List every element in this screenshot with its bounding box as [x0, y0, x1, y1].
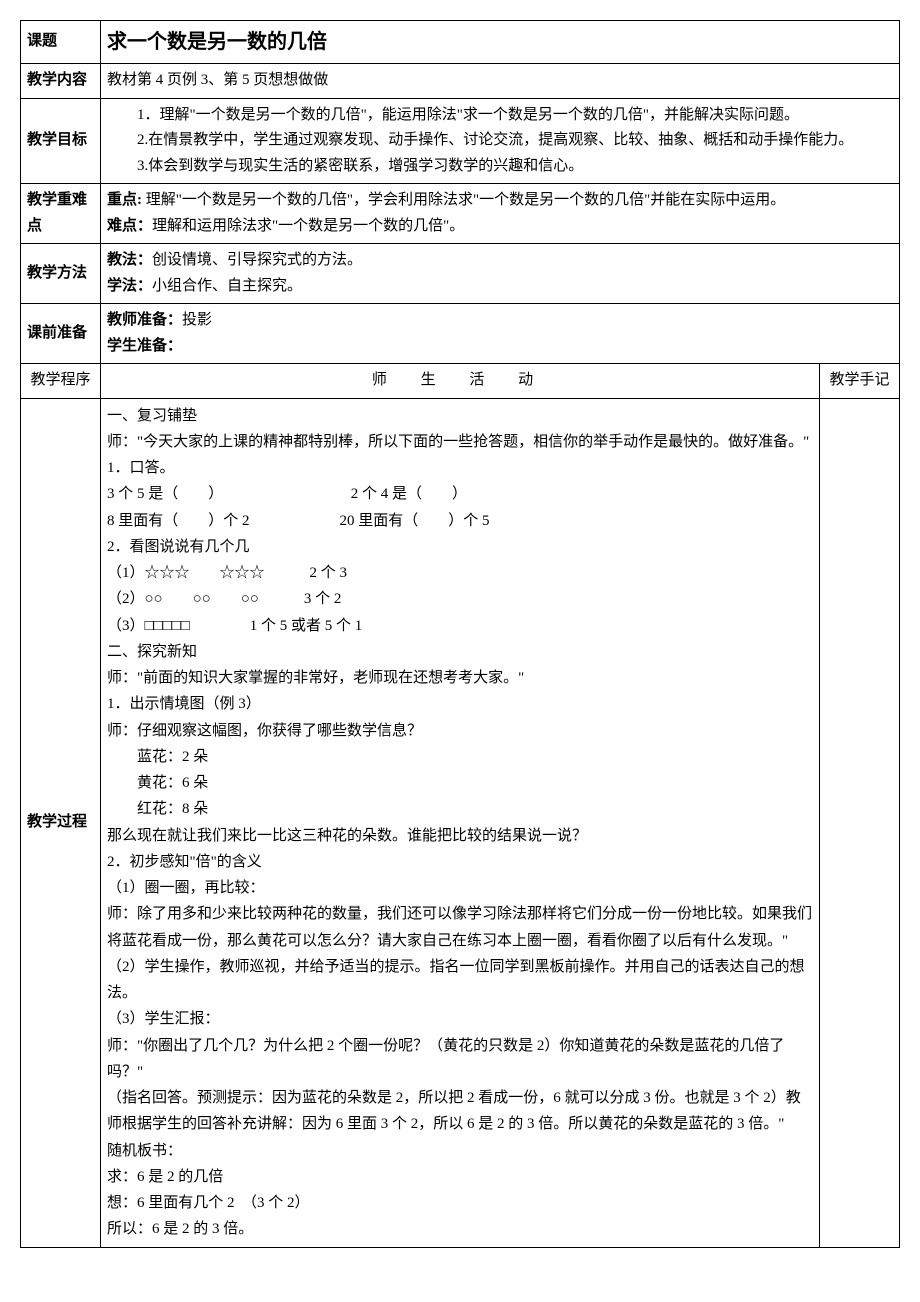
keydiff-line: 重点: 理解"一个数是另一个数的几倍"，学会利用除法求"一个数是另一个数的几倍"… [107, 188, 893, 214]
row-prep: 课前准备 教师准备：投影 学生准备： [21, 304, 900, 364]
objectives-value: 1．理解"一个数是另一个数的几倍"，能运用除法"求一个数是另一个数的几倍"，并能… [101, 98, 900, 184]
process-line: 那么现在就让我们来比一比这三种花的朵数。谁能把比较的结果说一说？ [107, 823, 813, 849]
methods-line: 学法：小组合作、自主探究。 [107, 274, 893, 300]
row-objectives: 教学目标 1．理解"一个数是另一个数的几倍"，能运用除法"求一个数是另一个数的几… [21, 98, 900, 184]
process-line: 所以：6 是 2 的 3 倍。 [107, 1216, 813, 1242]
methods-text: 创设情境、引导探究式的方法。 [152, 252, 362, 268]
process-line: 3 个 5 是（ ） 2 个 4 是（ ） [107, 481, 813, 507]
prep-line: 教师准备：投影 [107, 308, 893, 334]
objectives-line: 3.体会到数学与现实生活的紧密联系，增强学习数学的兴趣和信心。 [107, 154, 893, 180]
process-line: 2．初步感知"倍"的含义 [107, 849, 813, 875]
keydiff-bold: 难点： [107, 218, 152, 234]
process-line: （1）☆☆☆ ☆☆☆ 2 个 3 [107, 560, 813, 586]
methods-bold: 学法： [107, 278, 152, 294]
row-keydiff: 教学重难点 重点: 理解"一个数是另一个数的几倍"，学会利用除法求"一个数是另一… [21, 184, 900, 244]
label-methods: 教学方法 [21, 244, 101, 304]
process-line: （3）□□□□□ 1 个 5 或者 5 个 1 [107, 613, 813, 639]
keydiff-line: 难点：理解和运用除法求"一个数是另一个数的几倍"。 [107, 214, 893, 240]
label-process: 教学过程 [21, 398, 101, 1247]
process-line: 1．出示情境图（例 3） [107, 691, 813, 717]
prep-bold: 教师准备： [107, 312, 182, 328]
lesson-plan-table: 课题 求一个数是另一数的几倍 教学内容 教材第 4 页例 3、第 5 页想想做做… [20, 20, 900, 1248]
process-line: 一、复习铺垫 [107, 403, 813, 429]
process-line: 随机板书： [107, 1138, 813, 1164]
prep-value: 教师准备：投影 学生准备： [101, 304, 900, 364]
row-methods: 教学方法 教法：创设情境、引导探究式的方法。 学法：小组合作、自主探究。 [21, 244, 900, 304]
row-process: 教学过程 一、复习铺垫 师："今天大家的上课的精神都特别棒，所以下面的一些抢答题… [21, 398, 900, 1247]
process-line: 想：6 里面有几个 2 （3 个 2） [107, 1190, 813, 1216]
methods-text: 小组合作、自主探究。 [152, 278, 302, 294]
process-line: （3）学生汇报： [107, 1006, 813, 1032]
row-content: 教学内容 教材第 4 页例 3、第 5 页想想做做 [21, 64, 900, 99]
process-line: （2）○○ ○○ ○○ 3 个 2 [107, 586, 813, 612]
process-line: 师："今天大家的上课的精神都特别棒，所以下面的一些抢答题，相信你的举手动作是最快… [107, 429, 813, 455]
process-line: （2）学生操作，教师巡视，并给予适当的提示。指名一位同学到黑板前操作。并用自己的… [107, 954, 813, 1007]
keydiff-bold: 重点: [107, 192, 142, 208]
row-program-header: 教学程序 师 生 活 动 教学手记 [21, 364, 900, 399]
process-line: 师："前面的知识大家掌握的非常好，老师现在还想考考大家。" [107, 665, 813, 691]
label-prep: 课前准备 [21, 304, 101, 364]
methods-bold: 教法： [107, 252, 152, 268]
process-line: （指名回答。预测提示：因为蓝花的朵数是 2，所以把 2 看成一份，6 就可以分成… [107, 1085, 813, 1138]
keydiff-text: 理解"一个数是另一个数的几倍"，学会利用除法求"一个数是另一个数的几倍"并能在实… [142, 192, 785, 208]
content-value: 教材第 4 页例 3、第 5 页想想做做 [101, 64, 900, 99]
process-line: 求：6 是 2 的几倍 [107, 1164, 813, 1190]
keydiff-value: 重点: 理解"一个数是另一个数的几倍"，学会利用除法求"一个数是另一个数的几倍"… [101, 184, 900, 244]
label-program: 教学程序 [21, 364, 101, 399]
label-keydiff: 教学重难点 [21, 184, 101, 244]
process-line: 黄花：6 朵 [107, 770, 813, 796]
label-objectives: 教学目标 [21, 98, 101, 184]
keydiff-text: 理解和运用除法求"一个数是另一个数的几倍"。 [152, 218, 464, 234]
objectives-line: 1．理解"一个数是另一个数的几倍"，能运用除法"求一个数是另一个数的几倍"，并能… [107, 103, 893, 129]
notes-value [820, 398, 900, 1247]
objectives-line: 2.在情景教学中，学生通过观察发现、动手操作、讨论交流，提高观察、比较、抽象、概… [107, 128, 893, 154]
prep-text: 投影 [182, 312, 212, 328]
process-line: 师：仔细观察这幅图，你获得了哪些数学信息？ [107, 718, 813, 744]
prep-line: 学生准备： [107, 334, 893, 360]
process-line: 1．口答。 [107, 455, 813, 481]
label-notes: 教学手记 [820, 364, 900, 399]
label-content: 教学内容 [21, 64, 101, 99]
process-line: 红花：8 朵 [107, 796, 813, 822]
methods-value: 教法：创设情境、引导探究式的方法。 学法：小组合作、自主探究。 [101, 244, 900, 304]
label-activity: 师 生 活 动 [101, 364, 820, 399]
row-topic: 课题 求一个数是另一数的几倍 [21, 21, 900, 64]
process-line: 二、探究新知 [107, 639, 813, 665]
topic-value: 求一个数是另一数的几倍 [101, 21, 900, 64]
label-topic: 课题 [21, 21, 101, 64]
process-line: 师："你圈出了几个几？为什么把 2 个圈一份呢？（黄花的只数是 2）你知道黄花的… [107, 1033, 813, 1086]
process-line: （1）圈一圈，再比较： [107, 875, 813, 901]
process-line: 蓝花：2 朵 [107, 744, 813, 770]
methods-line: 教法：创设情境、引导探究式的方法。 [107, 248, 893, 274]
process-body: 一、复习铺垫 师："今天大家的上课的精神都特别棒，所以下面的一些抢答题，相信你的… [101, 398, 820, 1247]
process-line: 8 里面有（ ）个 2 20 里面有（ ）个 5 [107, 508, 813, 534]
process-line: 2．看图说说有几个几 [107, 534, 813, 560]
prep-bold: 学生准备： [107, 338, 182, 354]
process-line: 师：除了用多和少来比较两种花的数量，我们还可以像学习除法那样将它们分成一份一份地… [107, 901, 813, 954]
